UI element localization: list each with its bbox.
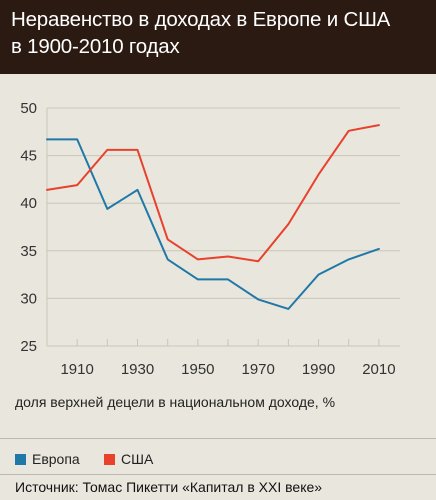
x-tick-label: 1970 (242, 361, 275, 378)
y-tick-label: 45 (20, 148, 37, 165)
legend-divider-bottom (0, 474, 436, 475)
x-axis-ticks: 1910 1930 1950 1970 1990 2010 (60, 361, 395, 378)
legend-label-usa: США (121, 451, 154, 467)
title-line-1: Неравенство в доходах в Европе и США (11, 8, 391, 31)
legend-label-europe: Европа (32, 451, 80, 467)
chart-header: Неравенство в доходах в Европе и США в 1… (0, 0, 436, 74)
legend: Европа США (0, 444, 436, 474)
x-tick-label: 1990 (302, 361, 335, 378)
y-tick-label: 30 (20, 290, 37, 307)
x-tick-label: 1910 (60, 361, 93, 378)
y-tick-label: 25 (20, 338, 37, 355)
series-line-europe (46, 138, 380, 310)
grid-lines (46, 107, 400, 347)
series-line-usa (46, 124, 380, 263)
chart-title: Неравенство в доходах в Европе и США в 1… (11, 6, 431, 60)
x-tick-label: 2010 (362, 361, 395, 378)
legend-swatch-europe (15, 454, 26, 465)
legend-swatch-usa (104, 454, 115, 465)
x-axis-label: доля верхней децели в национальном доход… (15, 394, 336, 410)
y-axis-ticks: 25 30 35 40 45 50 (20, 100, 37, 355)
y-tick-label: 50 (20, 100, 37, 117)
line-chart: 25 30 35 40 45 50 1910 1930 1950 1970 1990 2010 (20, 100, 400, 378)
x-tick-label: 1930 (121, 361, 154, 378)
title-line-2: в 1900-2010 годах (11, 35, 180, 58)
data-series (46, 124, 380, 310)
y-tick-label: 35 (20, 243, 37, 260)
legend-divider-top (0, 438, 436, 439)
y-tick-label: 40 (20, 195, 37, 212)
x-tick-label: 1950 (181, 361, 214, 378)
source-note: Источник: Томас Пикетти «Капитал в XXI в… (15, 479, 323, 495)
